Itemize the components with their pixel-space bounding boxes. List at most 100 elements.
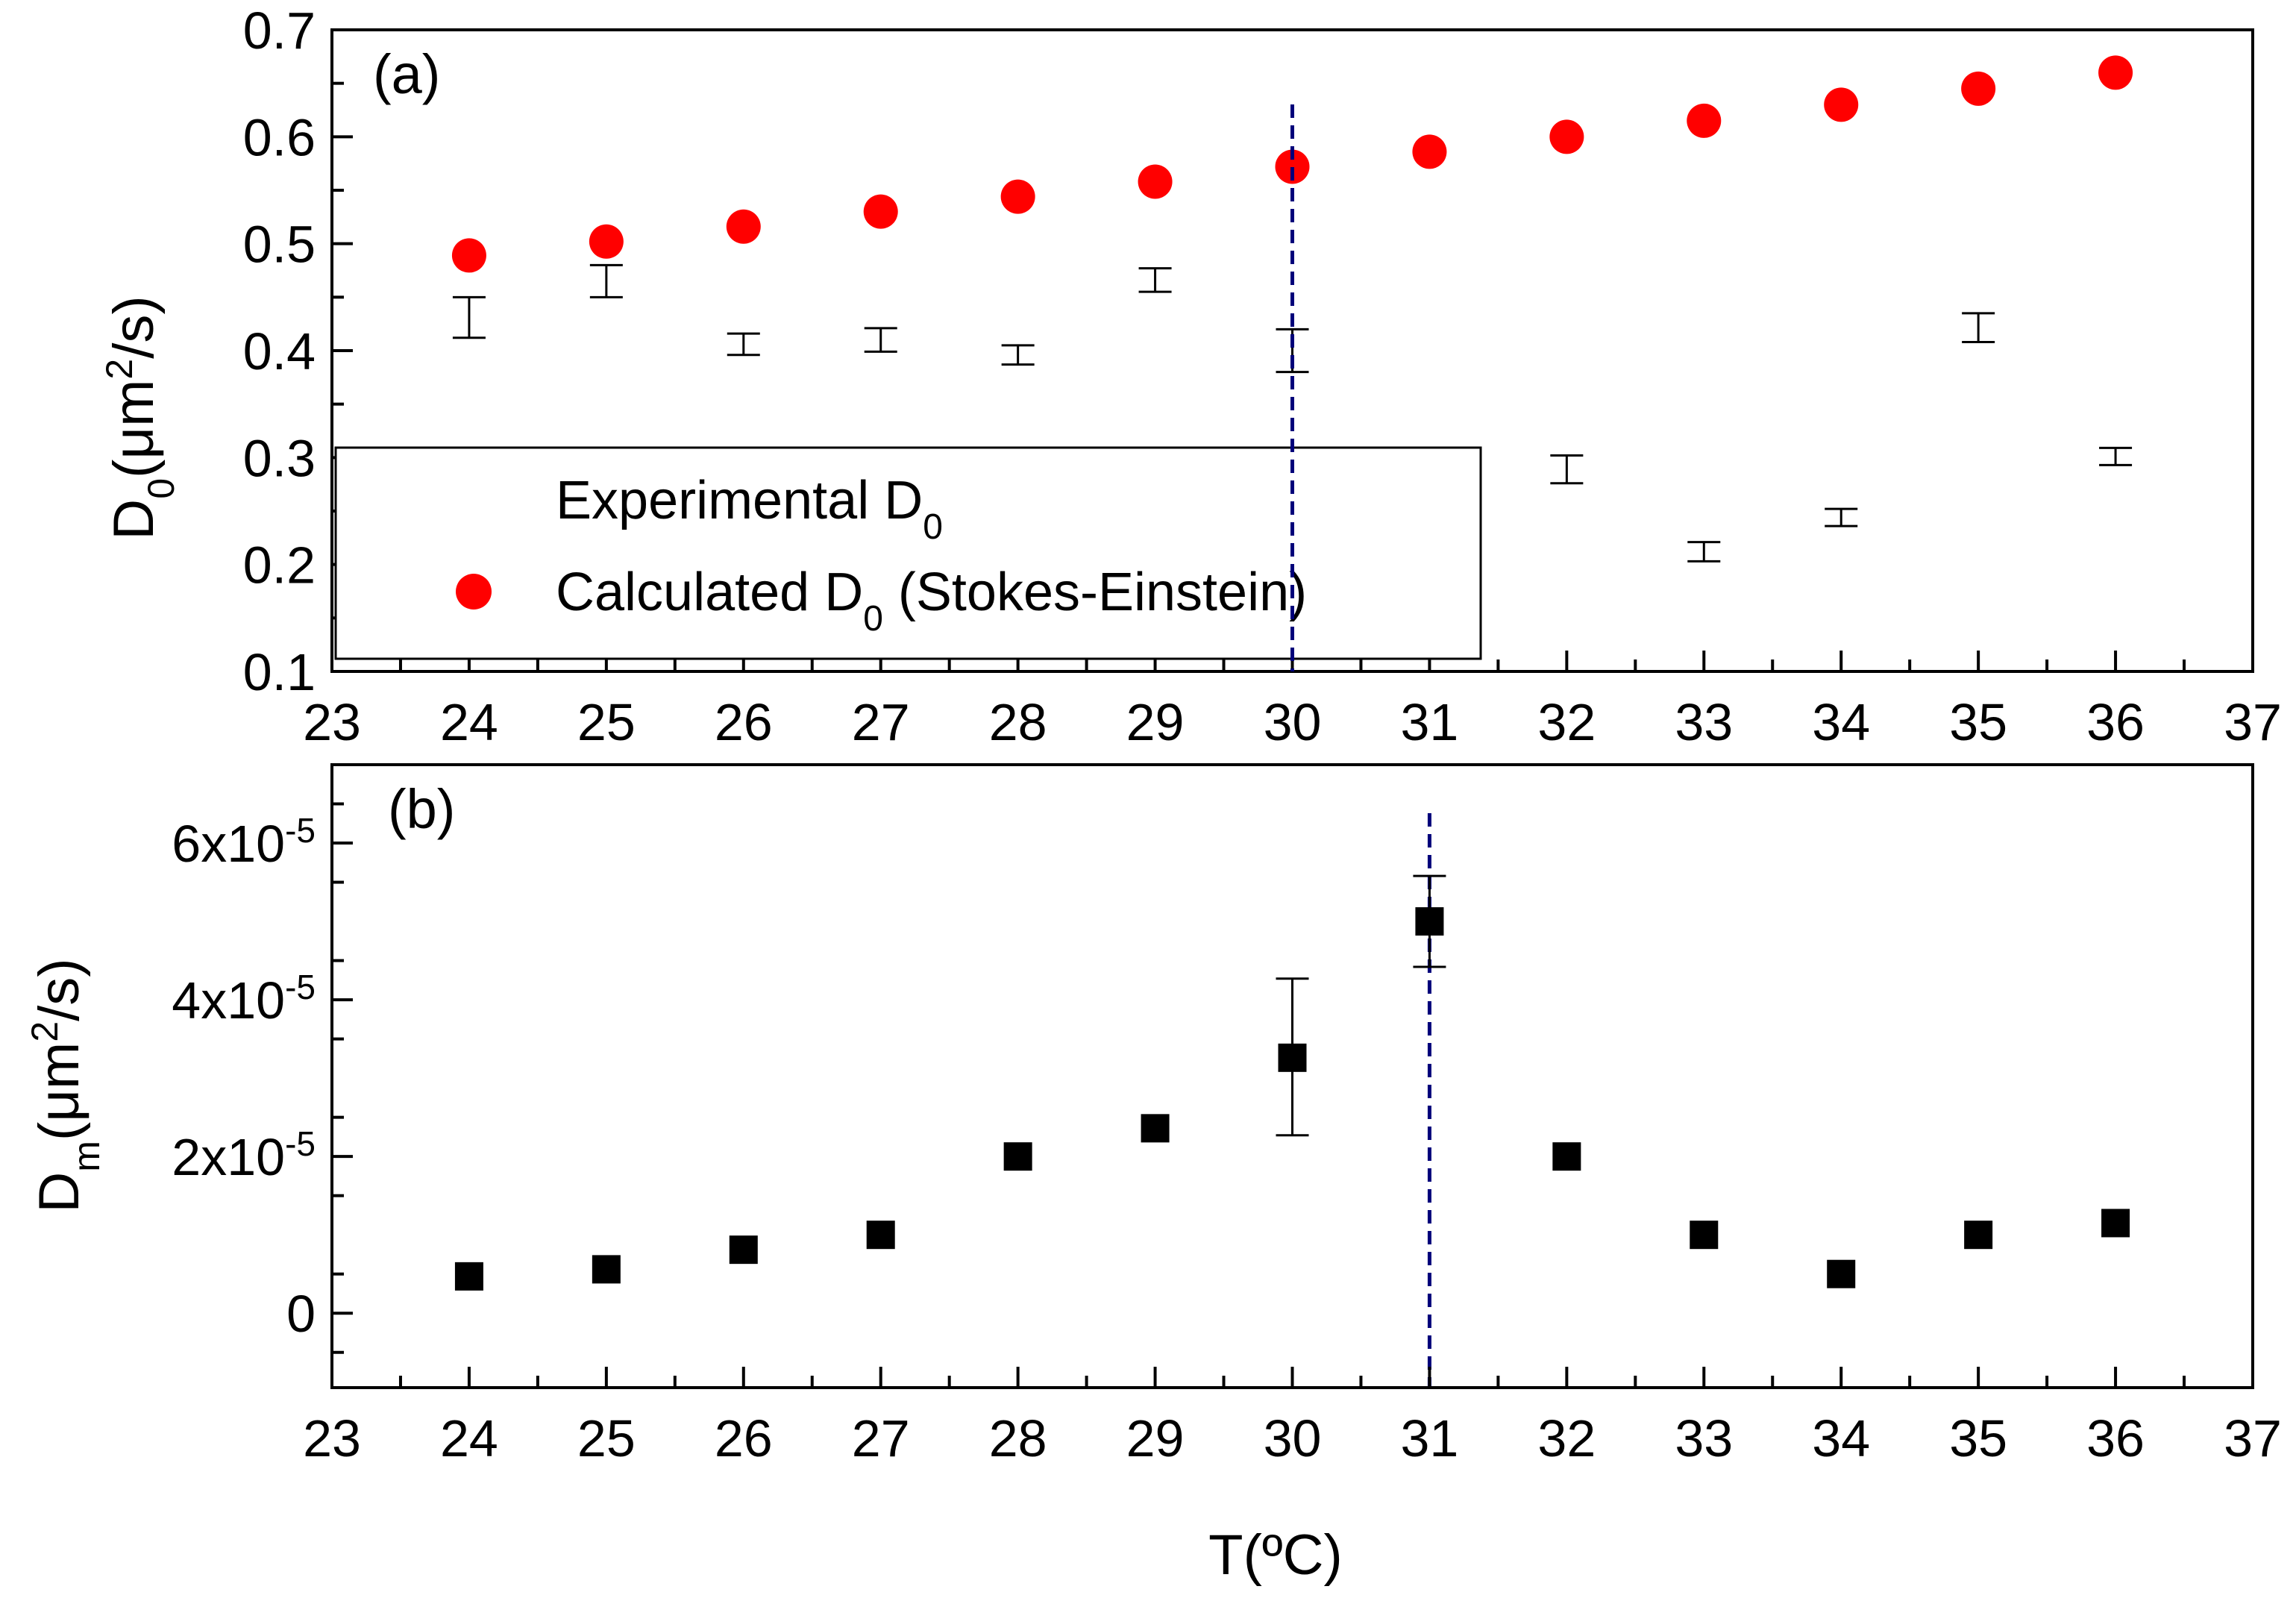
panel-a-x-tick-label: 32 <box>1537 693 1596 751</box>
legend-red-circle-marker <box>456 574 492 610</box>
panel-a-ylabel-tail: /s) <box>102 295 166 358</box>
calculated-d0-point <box>1275 149 1310 184</box>
panel-a-x-tick-label: 29 <box>1126 693 1185 751</box>
panel-b-y-axis-title: Dm(μm2/s) <box>24 958 107 1212</box>
panel-b-y-tick-label: 0 <box>286 1285 316 1343</box>
panel-a-x-tick-label: 25 <box>577 693 636 751</box>
panel-a-ylabel-sub: 0 <box>140 478 182 499</box>
panel-b: 23 24 25 26 27 28 29 30 31 32 33 34 35 36 3702x10-54x1… <box>24 763 2282 1587</box>
legend-box <box>334 446 1482 660</box>
panel-b-ticks: 23 24 25 26 27 28 29 30 31 32 33 34 35 36 3702x10-54x1… <box>172 802 2282 1467</box>
legend-calculated-sub: 0 <box>863 599 883 639</box>
panel-a-x-tick-label: 35 <box>1949 693 2007 751</box>
panel-a-x-tick-label: 33 <box>1675 693 1733 751</box>
panel-a-ylabel-open: ( <box>102 460 166 478</box>
panel-b-x-tick-label: 31 <box>1400 1409 1458 1467</box>
panel-a-x-tick-label: 34 <box>1812 693 1870 751</box>
dm-square-point <box>1278 1043 1307 1072</box>
panel-b-x-tick-label: 35 <box>1949 1409 2007 1467</box>
calculated-d0-point <box>1549 119 1584 154</box>
panel-a-data-layer <box>451 55 2133 563</box>
calculated-d0-point <box>2098 55 2133 90</box>
panel-b-ylabel-sub: m <box>66 1141 107 1172</box>
panel-b-ylabel-tail: /s) <box>28 958 91 1021</box>
panel-a-x-tick-label: 23 <box>303 693 361 751</box>
panel-b-label: (b) <box>388 778 455 840</box>
legend-calculated-text: Calculated D <box>556 563 863 622</box>
dm-square-point <box>1141 1114 1170 1143</box>
panel-a-x-tick-label: 31 <box>1400 693 1458 751</box>
dm-square-point <box>729 1235 758 1265</box>
panel-a-x-tick-label: 27 <box>852 693 910 751</box>
panel-a-y-tick-label: 0.2 <box>243 536 316 595</box>
legend-experimental-sub: 0 <box>923 507 943 547</box>
panel-a-y-tick-label: 0.3 <box>243 429 316 487</box>
y-tick-exponent: -5 <box>285 811 316 850</box>
panel-a-ylabel-base: D <box>102 499 166 540</box>
y-tick-base: 6x10 <box>172 815 285 873</box>
dm-square-point <box>1552 1142 1581 1171</box>
calculated-d0-point <box>1961 71 1996 106</box>
dm-square-point <box>454 1262 483 1291</box>
panel-a-y-tick-label: 0.1 <box>243 643 316 701</box>
calculated-d0-point <box>589 224 624 259</box>
legend-item-experimental: Experimental D0 <box>556 471 943 547</box>
panel-b-x-tick-label: 32 <box>1537 1409 1596 1467</box>
calculated-d0-point <box>451 238 486 273</box>
y-tick-base: 4x10 <box>172 971 285 1030</box>
y-tick-exponent: -5 <box>285 968 316 1006</box>
panel-a-y-axis-title: D0(μm2/s) <box>98 295 182 539</box>
panel-b-ylabel-sup: 2 <box>24 1021 66 1042</box>
panel-b-x-tick-label: 36 <box>2086 1409 2145 1467</box>
panel-a-y-tick-label: 0.7 <box>243 1 316 60</box>
x-axis-title: T(ºC) <box>1208 1523 1343 1587</box>
panel-b-ylabel-open: ( <box>28 1122 91 1141</box>
panel-b-ylabel-base: D <box>28 1172 91 1213</box>
panel-b-x-tick-label: 37 <box>2224 1409 2282 1467</box>
panel-a-x-tick-label: 28 <box>989 693 1047 751</box>
y-tick-exponent: -5 <box>285 1124 316 1163</box>
panel-b-x-tick-label: 27 <box>852 1409 910 1467</box>
panel-b-x-tick-label: 34 <box>1812 1409 1870 1467</box>
panel-a-x-tick-label: 36 <box>2086 693 2145 751</box>
y-tick-base: 2x10 <box>172 1128 285 1186</box>
dm-square-point <box>1003 1142 1032 1171</box>
panel-a-ylabel-unit: μm <box>102 380 166 460</box>
dm-square-point <box>1964 1221 1993 1250</box>
panel-a-x-tick-label: 30 <box>1264 693 1322 751</box>
panel-a-ylabel-sup: 2 <box>98 359 140 380</box>
panel-a-x-tick-label: 37 <box>2224 693 2282 751</box>
panel-b-data-layer <box>454 813 2130 1388</box>
calculated-d0-point <box>726 209 761 244</box>
panel-b-x-tick-label: 26 <box>715 1409 773 1467</box>
legend: Experimental D0 Calculated D0 (Stokes-Ei… <box>334 446 1482 660</box>
panel-a-y-tick-label: 0.4 <box>243 322 316 380</box>
panel-a-x-tick-label: 26 <box>715 693 773 751</box>
panel-b-y-tick-label: 6x10-5 <box>172 811 316 873</box>
calculated-d0-point <box>1412 134 1447 169</box>
panel-a: 23 24 25 26 27 28 29 30 31 32 33 34 35 36 37 0.1 0.2 0.3 0… <box>98 1 2282 751</box>
panel-b-y-tick-label: 2x10-5 <box>172 1124 316 1186</box>
calculated-d0-point <box>1000 179 1035 214</box>
calculated-d0-point <box>1687 103 1722 138</box>
panel-a-y-tick-label: 0.5 <box>243 216 316 274</box>
dm-square-point <box>1690 1221 1719 1250</box>
dm-square-point <box>1827 1259 1856 1288</box>
panel-b-x-tick-label: 28 <box>989 1409 1047 1467</box>
dm-square-point <box>866 1221 895 1250</box>
y-tick-base: 0 <box>286 1285 316 1343</box>
panel-b-x-tick-label: 33 <box>1675 1409 1733 1467</box>
dm-square-point <box>2101 1209 2130 1238</box>
panel-b-ylabel-unit: μm <box>28 1042 91 1122</box>
calculated-d0-point <box>863 194 898 229</box>
panel-b-x-tick-label: 23 <box>303 1409 361 1467</box>
dm-square-point <box>592 1255 621 1284</box>
panel-b-x-tick-label: 24 <box>440 1409 498 1467</box>
panel-a-y-tick-label: 0.6 <box>243 108 316 166</box>
panel-b-x-tick-label: 25 <box>577 1409 636 1467</box>
panel-b-x-tick-label: 29 <box>1126 1409 1185 1467</box>
panel-b-y-tick-label: 4x10-5 <box>172 968 316 1030</box>
dm-square-point <box>1415 907 1444 936</box>
legend-calculated-tail: (Stokes-Einstein) <box>883 563 1307 622</box>
